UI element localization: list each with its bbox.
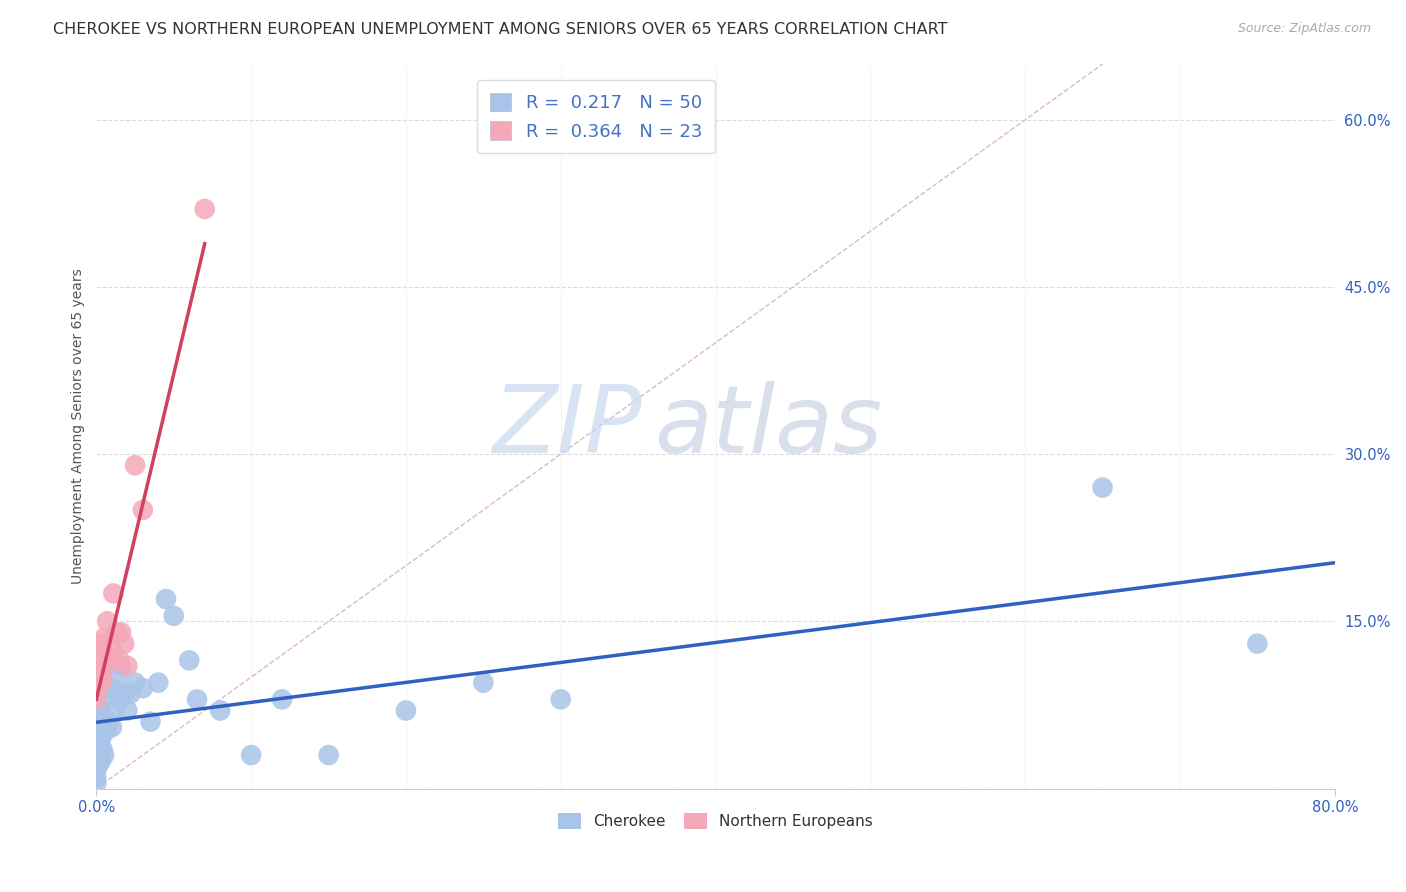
Y-axis label: Unemployment Among Seniors over 65 years: Unemployment Among Seniors over 65 years [72, 268, 86, 584]
Point [86, 759, 108, 773]
Point [87, 681, 110, 696]
Point [94, 648, 117, 662]
Point [97, 714, 120, 729]
Point [132, 681, 155, 696]
Point [395, 704, 418, 718]
Point [89, 726, 111, 740]
Text: CHEROKEE VS NORTHERN EUROPEAN UNEMPLOYMENT AMONG SENIORS OVER 65 YEARS CORRELATI: CHEROKEE VS NORTHERN EUROPEAN UNEMPLOYME… [53, 22, 948, 37]
Point [90, 709, 112, 723]
Point [90, 675, 112, 690]
Point [124, 675, 146, 690]
Point [94, 714, 117, 729]
Point [139, 714, 162, 729]
Legend: Cherokee, Northern Europeans: Cherokee, Northern Europeans [553, 807, 879, 835]
Point [132, 503, 155, 517]
Point [101, 720, 124, 734]
Point [104, 704, 127, 718]
Text: Source: ZipAtlas.com: Source: ZipAtlas.com [1237, 22, 1371, 36]
Point [86, 737, 108, 751]
Point [117, 659, 139, 673]
Point [86, 726, 108, 740]
Point [472, 675, 495, 690]
Point [103, 586, 125, 600]
Point [209, 704, 232, 718]
Point [91, 742, 114, 756]
Point [117, 704, 139, 718]
Point [91, 653, 114, 667]
Point [105, 670, 128, 684]
Point [155, 592, 177, 607]
Point [120, 687, 142, 701]
Text: ZIP: ZIP [492, 381, 641, 472]
Point [86, 748, 108, 763]
Point [86, 714, 108, 729]
Point [93, 631, 115, 645]
Point [1246, 637, 1268, 651]
Point [110, 659, 132, 673]
Point [91, 670, 114, 684]
Point [112, 687, 135, 701]
Point [86, 771, 108, 785]
Point [90, 731, 112, 746]
Point [96, 720, 118, 734]
Point [318, 748, 340, 763]
Point [86, 670, 108, 684]
Point [93, 659, 115, 673]
Point [93, 748, 115, 763]
Point [186, 692, 208, 706]
Text: atlas: atlas [654, 381, 882, 472]
Point [89, 704, 111, 718]
Point [179, 653, 201, 667]
Point [97, 681, 120, 696]
Point [93, 692, 115, 706]
Point [89, 748, 111, 763]
Point [105, 625, 128, 640]
Point [86, 776, 108, 790]
Point [163, 608, 186, 623]
Point [110, 625, 132, 640]
Point [550, 692, 572, 706]
Point [89, 648, 111, 662]
Point [101, 681, 124, 696]
Point [91, 720, 114, 734]
Point [86, 692, 108, 706]
Point [87, 759, 110, 773]
Point [112, 637, 135, 651]
Point [194, 202, 217, 216]
Point [90, 754, 112, 768]
Point [108, 692, 131, 706]
Point [93, 726, 115, 740]
Point [87, 737, 110, 751]
Point [96, 615, 118, 629]
Point [148, 675, 170, 690]
Point [97, 653, 120, 667]
Point [124, 458, 146, 473]
Point [101, 642, 124, 657]
Point [1091, 481, 1114, 495]
Point [240, 748, 263, 763]
Point [108, 653, 131, 667]
Point [90, 637, 112, 651]
Point [271, 692, 294, 706]
